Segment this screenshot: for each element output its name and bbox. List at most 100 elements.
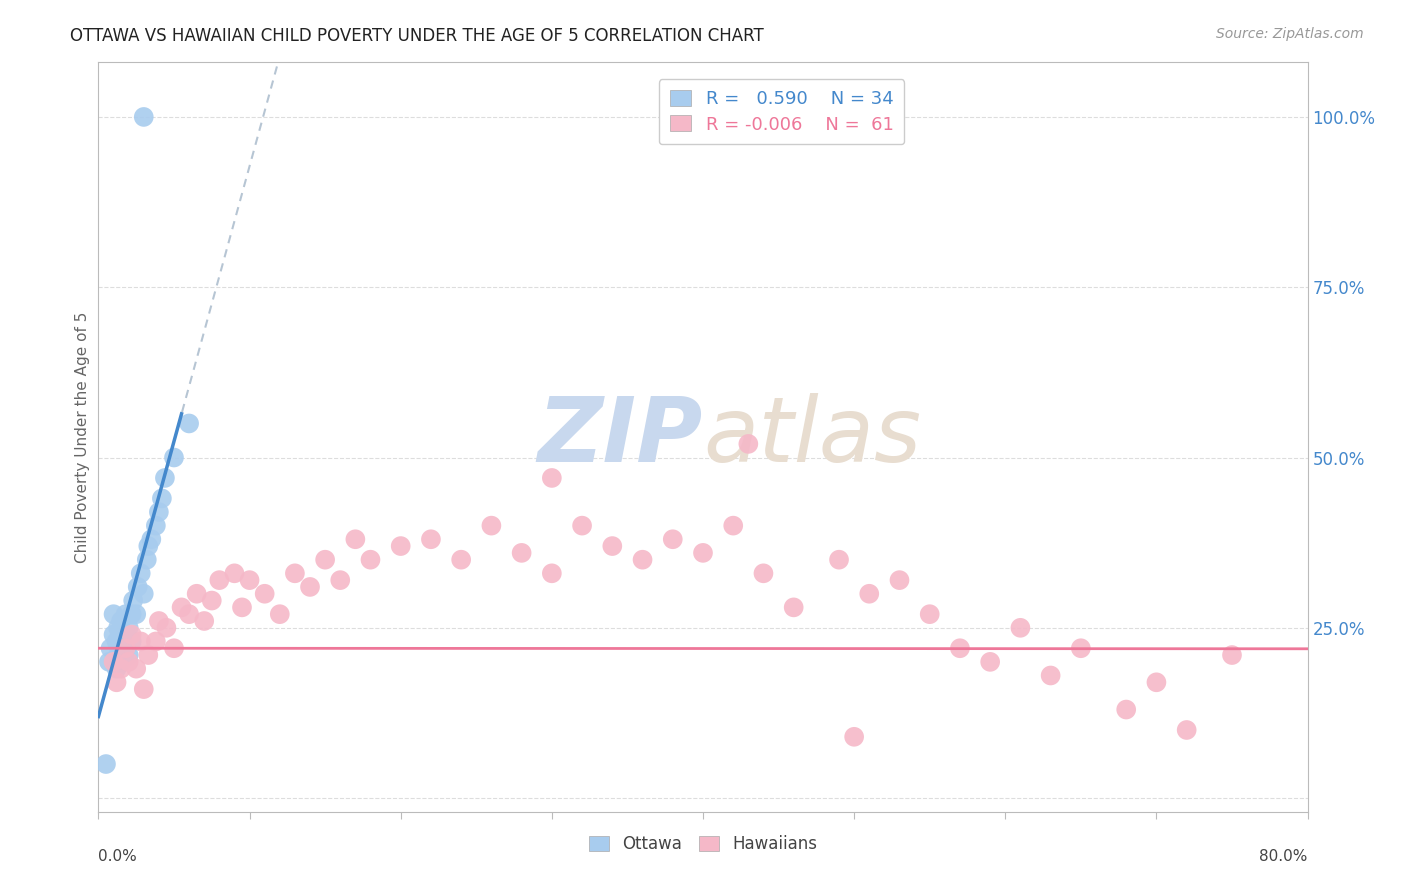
Point: [344, 533, 367, 547]
Point: [105, 662, 128, 676]
Point: [450, 552, 472, 566]
Point: [148, 505, 170, 519]
Point: [105, 634, 128, 648]
Legend: Ottawa, Hawaiians: Ottawa, Hawaiians: [582, 829, 824, 860]
Point: [125, 662, 148, 676]
Point: [121, 634, 143, 648]
Point: [389, 539, 412, 553]
Text: ZIP: ZIP: [537, 393, 703, 481]
Point: [284, 566, 307, 581]
Point: [420, 533, 443, 547]
Point: [118, 648, 141, 662]
Point: [231, 600, 253, 615]
Point: [692, 546, 714, 560]
Point: [114, 641, 136, 656]
Point: [602, 539, 624, 553]
Point: [153, 471, 176, 485]
Point: [1175, 723, 1198, 737]
Point: [125, 607, 148, 622]
Point: [110, 655, 132, 669]
Point: [1220, 648, 1243, 662]
Point: [299, 580, 322, 594]
Point: [631, 552, 654, 566]
Point: [918, 607, 941, 622]
Point: [979, 655, 1001, 669]
Point: [118, 655, 141, 669]
Point: [112, 648, 135, 662]
Point: [1070, 641, 1092, 656]
Point: [155, 621, 177, 635]
Point: [269, 607, 291, 622]
Point: [201, 593, 224, 607]
Point: [510, 546, 533, 560]
Y-axis label: Child Poverty Under the Age of 5: Child Poverty Under the Age of 5: [75, 311, 90, 563]
Point: [100, 641, 122, 656]
Text: atlas: atlas: [703, 393, 921, 481]
Point: [1115, 702, 1137, 716]
Point: [105, 675, 128, 690]
Point: [737, 437, 759, 451]
Point: [121, 627, 143, 641]
Point: [360, 552, 382, 566]
Point: [193, 614, 215, 628]
Point: [136, 539, 159, 553]
Point: [224, 566, 246, 581]
Text: 0.0%: 0.0%: [98, 849, 138, 864]
Point: [110, 662, 132, 676]
Point: [132, 110, 155, 124]
Point: [129, 566, 152, 581]
Point: [118, 621, 141, 635]
Point: [135, 552, 157, 566]
Point: [540, 471, 562, 485]
Text: Source: ZipAtlas.com: Source: ZipAtlas.com: [1216, 27, 1364, 41]
Point: [571, 518, 593, 533]
Point: [132, 587, 155, 601]
Point: [129, 634, 152, 648]
Text: OTTAWA VS HAWAIIAN CHILD POVERTY UNDER THE AGE OF 5 CORRELATION CHART: OTTAWA VS HAWAIIAN CHILD POVERTY UNDER T…: [70, 27, 763, 45]
Point: [208, 573, 231, 587]
Point: [170, 600, 193, 615]
Point: [661, 533, 683, 547]
Point: [141, 533, 163, 547]
Point: [122, 593, 145, 607]
Point: [949, 641, 972, 656]
Point: [828, 552, 851, 566]
Point: [239, 573, 262, 587]
Point: [98, 655, 121, 669]
Point: [110, 614, 132, 628]
Point: [844, 730, 866, 744]
Point: [1039, 668, 1062, 682]
Point: [145, 634, 167, 648]
Point: [1010, 621, 1032, 635]
Point: [114, 627, 136, 641]
Point: [889, 573, 911, 587]
Text: 80.0%: 80.0%: [1260, 849, 1308, 864]
Point: [103, 607, 125, 622]
Point: [103, 655, 125, 669]
Point: [253, 587, 276, 601]
Point: [752, 566, 775, 581]
Point: [858, 587, 880, 601]
Point: [107, 621, 129, 635]
Point: [179, 607, 201, 622]
Point: [163, 641, 186, 656]
Point: [1144, 675, 1167, 690]
Point: [103, 627, 125, 641]
Point: [150, 491, 173, 506]
Point: [329, 573, 352, 587]
Point: [148, 614, 170, 628]
Point: [314, 552, 336, 566]
Point: [179, 417, 201, 431]
Point: [107, 648, 129, 662]
Point: [783, 600, 806, 615]
Point: [121, 607, 143, 622]
Point: [540, 566, 562, 581]
Point: [481, 518, 503, 533]
Point: [127, 580, 149, 594]
Point: [186, 587, 208, 601]
Point: [136, 648, 159, 662]
Point: [723, 518, 745, 533]
Point: [145, 518, 167, 533]
Point: [114, 607, 136, 622]
Point: [163, 450, 186, 465]
